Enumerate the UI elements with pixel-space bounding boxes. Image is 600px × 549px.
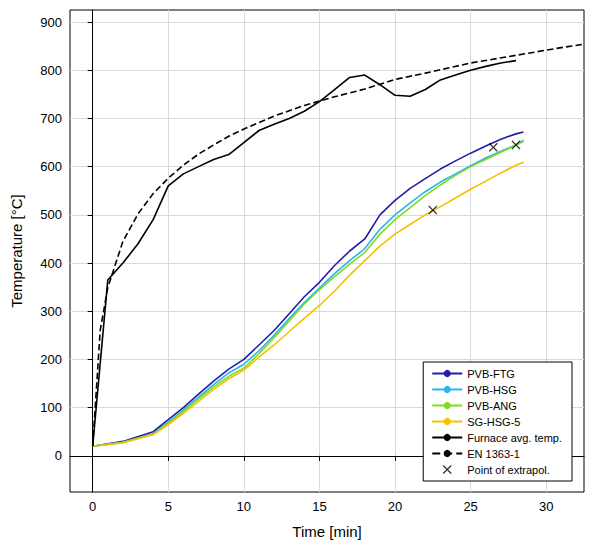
svg-text:Temperature [°C]: Temperature [°C] bbox=[8, 194, 25, 308]
svg-text:600: 600 bbox=[40, 159, 62, 174]
svg-text:0: 0 bbox=[89, 499, 96, 514]
svg-text:Furnace avg. temp.: Furnace avg. temp. bbox=[467, 432, 562, 444]
svg-text:25: 25 bbox=[463, 499, 477, 514]
svg-text:PVB-ANG: PVB-ANG bbox=[467, 400, 517, 412]
svg-text:800: 800 bbox=[40, 63, 62, 78]
svg-text:SG-HSG-5: SG-HSG-5 bbox=[467, 416, 520, 428]
svg-text:300: 300 bbox=[40, 304, 62, 319]
svg-text:20: 20 bbox=[388, 499, 402, 514]
svg-text:400: 400 bbox=[40, 256, 62, 271]
svg-text:PVB-FTG: PVB-FTG bbox=[467, 368, 515, 380]
svg-text:0: 0 bbox=[55, 448, 62, 463]
svg-text:100: 100 bbox=[40, 400, 62, 415]
svg-text:5: 5 bbox=[165, 499, 172, 514]
svg-text:15: 15 bbox=[312, 499, 326, 514]
svg-text:EN 1363-1: EN 1363-1 bbox=[467, 448, 520, 460]
svg-text:Time [min]: Time [min] bbox=[292, 523, 361, 540]
svg-text:500: 500 bbox=[40, 207, 62, 222]
svg-text:700: 700 bbox=[40, 111, 62, 126]
svg-text:PVB-HSG: PVB-HSG bbox=[467, 384, 517, 396]
svg-text:900: 900 bbox=[40, 15, 62, 30]
svg-text:200: 200 bbox=[40, 352, 62, 367]
svg-text:30: 30 bbox=[539, 499, 553, 514]
svg-text:10: 10 bbox=[237, 499, 251, 514]
svg-text:Point of extrapol.: Point of extrapol. bbox=[467, 464, 550, 476]
